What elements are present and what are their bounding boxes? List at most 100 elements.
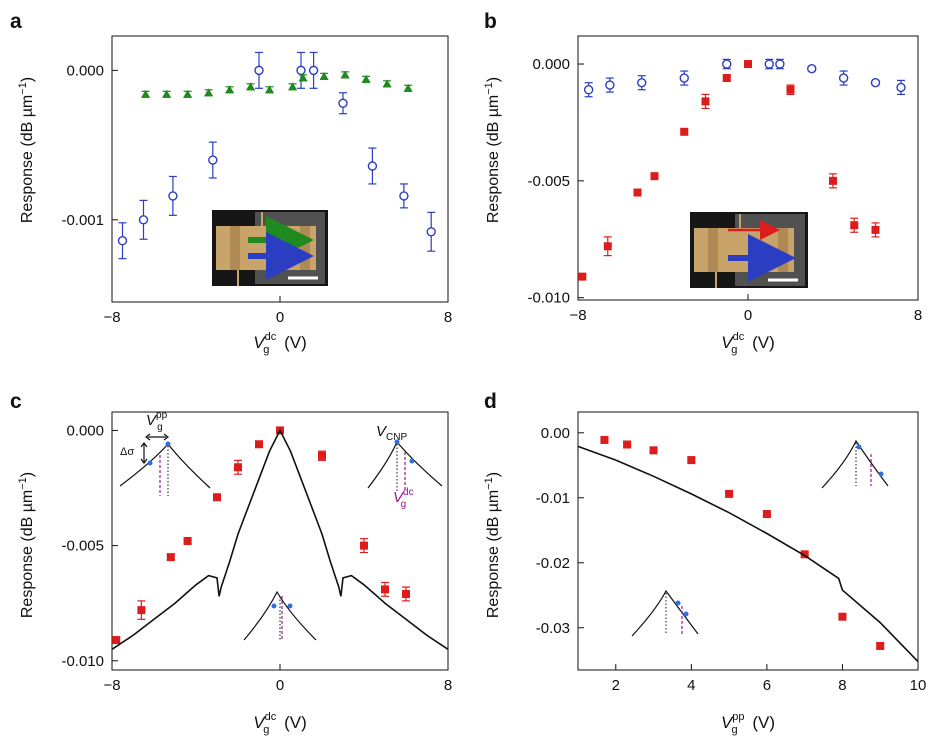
data-point	[381, 585, 389, 594]
data-point	[254, 65, 264, 76]
data-point	[583, 85, 594, 95]
panel-a-inset	[212, 210, 328, 286]
y-axis-label: Response (dB µm−1)	[483, 472, 502, 618]
y-axis-label: Response (dB µm−1)	[17, 472, 36, 618]
data-point	[650, 172, 659, 181]
y-tick-label: 0.00	[541, 425, 570, 442]
panel-d-schematics	[631, 439, 889, 637]
y-tick-label: -0.005	[61, 538, 104, 555]
y-tick-label: -0.02	[536, 555, 570, 572]
panel-c-label: c	[10, 390, 22, 413]
data-point	[680, 127, 689, 136]
y-tick-label: 0.000	[66, 62, 104, 79]
x-tick-label: 0	[744, 307, 752, 324]
panel-c-plot: −8 0 8 0.000 -0.005 -0.010 Vdc g (V) Response (d…	[17, 411, 452, 736]
panel-a-label: a	[10, 10, 22, 33]
x-tick-label: −8	[103, 677, 120, 694]
x-tick-label: 0	[276, 677, 284, 694]
data-point	[722, 74, 731, 83]
y-tick-label: -0.001	[61, 212, 104, 229]
data-point	[871, 225, 880, 234]
x-axis-label: Vdc g (V)	[253, 711, 306, 736]
x-axis-label: Vpp g (V)	[721, 711, 775, 736]
data-point	[137, 606, 146, 615]
data-point	[162, 89, 172, 98]
data-point	[318, 451, 326, 460]
data-point	[298, 73, 308, 82]
panel-b: b −8 0 8 0.000 -0.005 -0.010 Vdc g (V) Response …	[483, 10, 922, 356]
data-point	[786, 85, 795, 94]
y-axis-label: Response (dB µm−1)	[17, 77, 36, 223]
data-point	[338, 98, 348, 108]
data-point	[722, 59, 732, 69]
x-axis-label: Vdc g (V)	[721, 331, 774, 356]
y-axis-label: Response (dB µm−1)	[483, 77, 502, 223]
data-point	[112, 636, 121, 645]
data-point	[623, 440, 632, 449]
data-point	[246, 82, 256, 91]
data-point	[255, 440, 263, 449]
panel-d: d 2 4 6 8 10 0.00 -0.01 -0.02 -0.03 Vpp g (V) Respo…	[483, 390, 926, 736]
vpp-annotation: Vpp g	[146, 410, 168, 433]
data-point	[213, 493, 221, 502]
data-point	[403, 83, 413, 92]
y-tick-label: -0.010	[61, 653, 104, 670]
panel-b-label: b	[484, 10, 497, 33]
data-point	[679, 73, 689, 83]
panel-d-label: d	[484, 390, 497, 413]
x-tick-label: 8	[444, 309, 452, 326]
data-point	[183, 89, 193, 98]
panel-b-plot: −8 0 8 0.000 -0.005 -0.010 Vdc g (V) Response (d…	[483, 35, 922, 356]
panel-a: a −8 0 8 0.000 -0.001 Vdc g (V) Response (dB µm…	[10, 10, 452, 356]
data-point	[367, 161, 378, 171]
data-point	[166, 553, 175, 562]
data-point	[600, 435, 609, 444]
y-tick-label: -0.010	[527, 290, 570, 307]
data-point	[138, 215, 149, 225]
data-point	[361, 74, 371, 83]
x-tick-label: −8	[569, 307, 586, 324]
data-point	[382, 79, 392, 88]
data-point	[402, 589, 410, 598]
panel-d-plot: 2 4 6 8 10 0.00 -0.01 -0.02 -0.03 Vpp g (V) Respons…	[483, 411, 926, 736]
y-tick-label: -0.01	[536, 490, 570, 507]
y-tick-label: 0.000	[66, 422, 104, 439]
model-curve	[111, 428, 449, 650]
data-point	[800, 550, 809, 559]
data-point	[744, 60, 752, 69]
x-tick-label: −8	[103, 309, 120, 326]
y-tick-label: -0.005	[527, 173, 570, 190]
x-tick-label: 8	[838, 677, 846, 694]
data-point	[308, 65, 319, 76]
data-point	[838, 73, 849, 83]
y-tick-label: 0.000	[532, 56, 570, 73]
data-point	[399, 191, 409, 201]
data-point	[319, 71, 329, 80]
panel-a-plot: −8 0 8 0.000 -0.001 Vdc g (V) Response (dB µm−1…	[17, 35, 452, 356]
model-curve	[577, 445, 919, 663]
data-point	[265, 85, 274, 94]
data-point	[225, 85, 235, 94]
data-point	[603, 242, 612, 251]
data-point	[701, 97, 710, 106]
data-point	[340, 70, 350, 79]
data-point	[687, 456, 696, 465]
panel-c: c −8 0 8 0.000 -0.005 -0.010 Vdc g (V) Response …	[10, 390, 452, 736]
data-point	[168, 191, 178, 201]
x-tick-label: 4	[687, 677, 695, 694]
x-axis-label: Vdc g (V)	[253, 331, 306, 356]
panel-b-inset	[690, 212, 808, 288]
vdc-annotation: Vdc g	[393, 487, 414, 510]
data-point	[807, 64, 817, 74]
vcnp-annotation: VCNP	[376, 423, 407, 443]
data-point	[234, 463, 242, 472]
x-tick-label: 8	[444, 677, 452, 694]
panel-c-schematics: Vpp g Δσ VCNP Vdc g	[119, 410, 443, 641]
x-tick-label: 6	[763, 677, 771, 694]
data-point	[360, 541, 368, 550]
data-point	[762, 510, 771, 519]
data-point	[117, 236, 128, 246]
data-point	[775, 59, 785, 69]
dsigma-annotation: Δσ	[120, 446, 134, 458]
